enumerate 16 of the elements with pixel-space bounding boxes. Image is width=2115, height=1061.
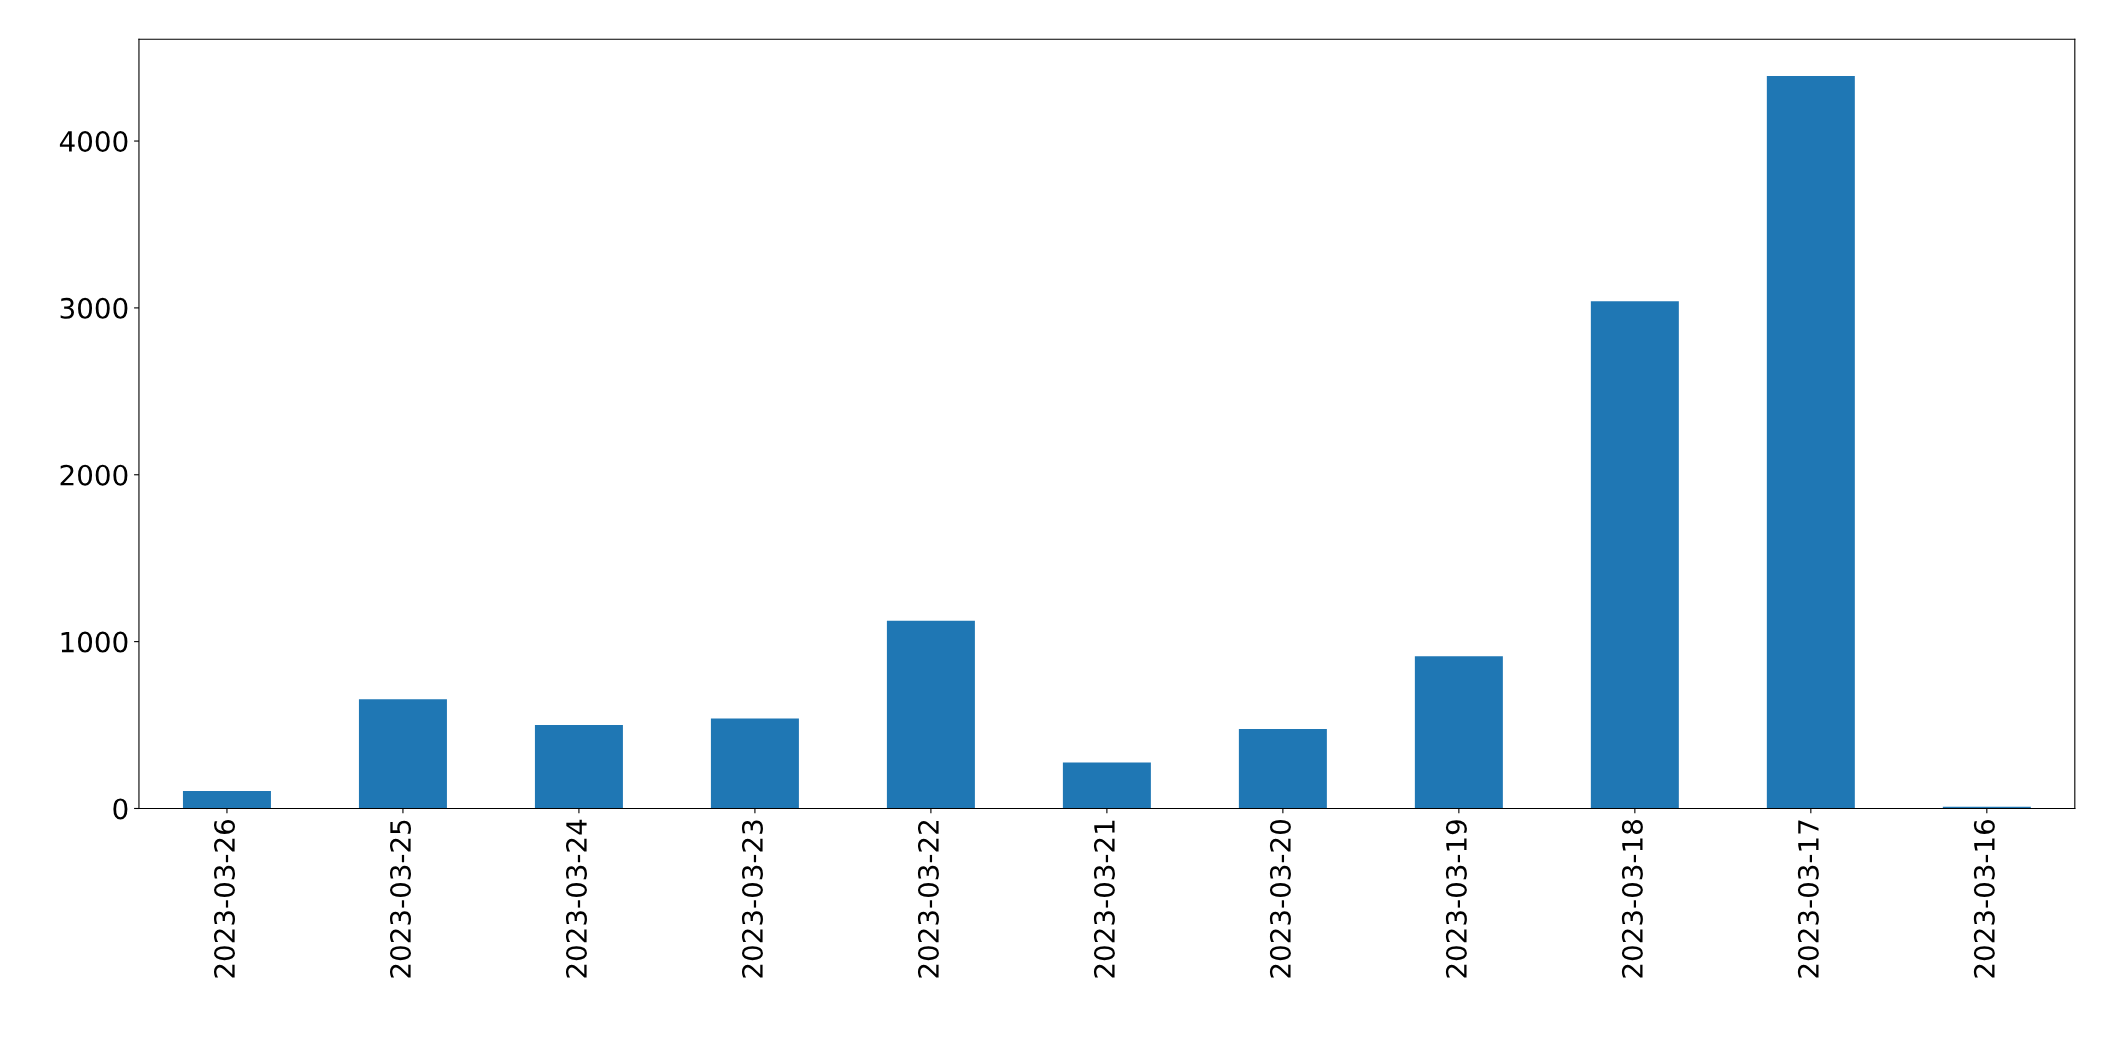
- y-tick-label: 0: [113, 798, 128, 820]
- x-tick-label: 2023-03-18: [1621, 820, 1643, 978]
- y-tick-label: 3000: [60, 297, 128, 319]
- x-tick-label: 2023-03-26: [214, 819, 236, 978]
- x-tick-label: 2023-03-20: [1269, 820, 1291, 978]
- y-tick-label: 2000: [60, 464, 128, 486]
- x-tick-label: 2023-03-16: [1973, 819, 1995, 978]
- x-tick-label: 2023-03-21: [1093, 820, 1115, 978]
- y-tick-label: 4000: [59, 130, 128, 152]
- x-tick-label: 2023-03-22: [917, 820, 939, 978]
- x-tick-label: 2023-03-23: [741, 820, 763, 978]
- x-tick-label: 2023-03-25: [389, 820, 411, 978]
- x-tick-label: 2023-03-19: [1445, 820, 1467, 978]
- x-tick-label: 2023-03-24: [565, 819, 587, 978]
- y-tick-label: 1000: [61, 631, 128, 653]
- x-tick-label: 2023-03-17: [1797, 820, 1819, 978]
